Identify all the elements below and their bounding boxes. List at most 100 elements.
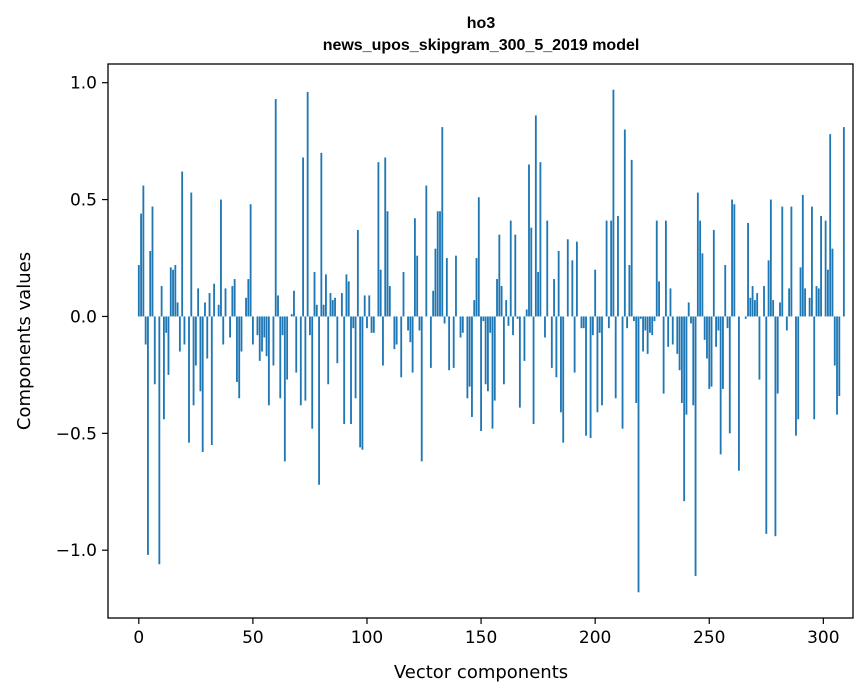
bar [160, 286, 163, 317]
x-tick-label: 0 [133, 628, 144, 648]
bar [557, 251, 560, 317]
bar [537, 272, 540, 317]
bar [655, 220, 658, 317]
bar [208, 293, 211, 317]
bar [756, 293, 759, 317]
bar [393, 316, 396, 350]
bar [336, 316, 339, 364]
bar [382, 316, 384, 366]
bar [178, 316, 181, 352]
bar [804, 288, 806, 317]
bar [678, 316, 681, 371]
bar [694, 316, 697, 576]
bar [507, 316, 510, 326]
bar [623, 129, 626, 317]
bar [751, 286, 754, 317]
bar [432, 290, 435, 317]
bar [696, 192, 699, 317]
bar [407, 316, 409, 331]
bar [366, 316, 368, 329]
bar [539, 162, 542, 317]
bar [639, 316, 642, 319]
bar [706, 316, 708, 359]
bar [767, 260, 770, 317]
bar [708, 316, 711, 389]
bar [690, 316, 692, 324]
bar [274, 99, 277, 317]
bar [409, 316, 412, 343]
bar [277, 295, 279, 317]
bar [797, 316, 800, 420]
bar [384, 157, 387, 317]
bar [833, 316, 836, 366]
bar [744, 316, 747, 319]
bar [434, 248, 437, 317]
bar [290, 314, 293, 317]
bar [644, 316, 647, 331]
bar [591, 316, 594, 336]
bar [626, 316, 629, 329]
bar [183, 316, 186, 345]
bar [799, 267, 802, 317]
bar [304, 316, 307, 401]
bar [788, 288, 791, 317]
bar [776, 316, 779, 394]
bar [763, 286, 765, 317]
bar [313, 272, 316, 317]
bar [712, 229, 715, 317]
bar [509, 220, 512, 317]
bar [147, 316, 149, 555]
bar [589, 316, 592, 439]
bar [523, 316, 526, 361]
bar [505, 300, 508, 317]
bar [710, 316, 713, 387]
bar [236, 316, 238, 382]
bars-group [137, 89, 845, 593]
bar [471, 316, 473, 417]
bar [580, 316, 583, 329]
bar [475, 258, 478, 317]
bar [610, 220, 613, 317]
bar [213, 283, 216, 317]
bar [370, 316, 373, 333]
bar [747, 222, 749, 317]
bar [220, 199, 222, 317]
bar [560, 316, 562, 413]
bar [642, 316, 644, 352]
bar [361, 316, 364, 450]
bar [685, 316, 688, 415]
bar [153, 316, 156, 385]
bar [621, 316, 624, 429]
bar [302, 157, 305, 317]
bar [368, 295, 371, 317]
bar [201, 316, 204, 453]
bar [633, 316, 635, 322]
bar [676, 316, 679, 354]
bar [726, 316, 729, 329]
bar [664, 220, 667, 317]
bar [363, 295, 366, 317]
bar [831, 248, 834, 317]
y-tick-label: 1.0 [70, 74, 97, 94]
bar [181, 171, 184, 317]
bar [550, 316, 553, 368]
bar [658, 281, 660, 317]
bar [461, 316, 464, 333]
bar [518, 316, 521, 408]
bar [680, 316, 683, 403]
bar [325, 274, 327, 317]
bar [738, 316, 740, 471]
bar [272, 316, 275, 366]
bar [247, 279, 250, 317]
bar [489, 316, 492, 333]
y-tick-label: −1.0 [56, 541, 97, 561]
bar [774, 316, 777, 537]
bar [669, 288, 672, 317]
bar [525, 309, 528, 317]
bar [722, 316, 724, 389]
bar [630, 159, 633, 317]
bar [815, 286, 818, 317]
y-tick-label: 0.5 [70, 191, 97, 211]
bar [671, 316, 674, 345]
